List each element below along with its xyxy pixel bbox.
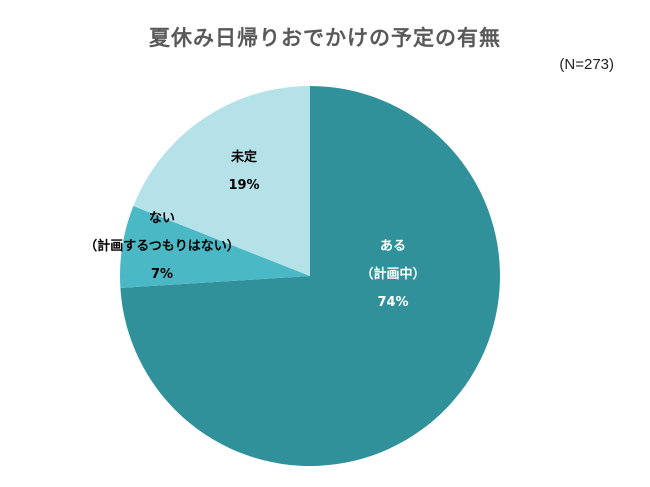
slice-category-label-2: 未定 bbox=[230, 149, 257, 165]
slice-category-label-1: （計画するつもりはない） bbox=[84, 238, 239, 254]
pie-slice-0 bbox=[120, 86, 500, 466]
slice-value-label-1: 7% bbox=[151, 267, 173, 282]
chart-title: 夏休み日帰りおでかけの予定の有無 bbox=[149, 26, 501, 50]
slice-category-label-1: ない bbox=[149, 211, 175, 226]
pie-slice-1 bbox=[119, 206, 310, 288]
pie-slices bbox=[119, 86, 500, 466]
slice-value-label-0: 74% bbox=[377, 295, 408, 310]
sample-size-note: (N=273) bbox=[559, 56, 614, 73]
pie-slice-2 bbox=[133, 86, 310, 276]
slice-category-label-0: （計画中） bbox=[360, 266, 425, 282]
slice-value-label-2: 19% bbox=[228, 178, 259, 193]
slice-category-label-0: ある bbox=[380, 239, 406, 254]
pie-labels: ある （計画中） 74% ない （計画するつもりはない） 7% 未定 19% bbox=[84, 149, 425, 310]
